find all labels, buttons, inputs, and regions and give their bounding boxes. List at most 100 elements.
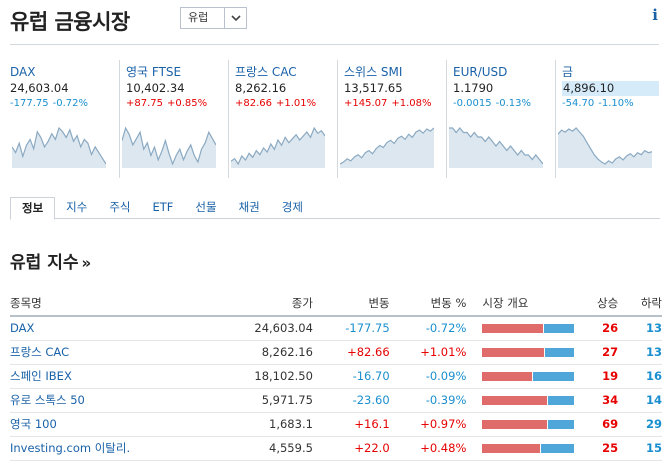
tab-item[interactable]: 채권 xyxy=(238,200,260,214)
advances-bar xyxy=(482,324,544,334)
bar-gap xyxy=(544,348,546,357)
region-select[interactable]: 유럽 xyxy=(180,7,247,29)
index-change-pct: +0.48% xyxy=(389,436,467,461)
tile-change-pct: +1.08% xyxy=(391,98,432,109)
sparkline-area xyxy=(231,128,325,168)
market-tile[interactable]: 프랑스 CAC 8,262.16 +82.66 +1.01% xyxy=(228,60,332,178)
table-row[interactable]: 스페인 IBEX 18,102.50 -16.70 -0.09% 19 16 xyxy=(10,364,662,389)
sparkline-line xyxy=(340,127,434,165)
sparkline-line xyxy=(12,126,106,165)
declines-count: 14 xyxy=(618,388,662,413)
col-change[interactable]: 변동 xyxy=(312,290,390,317)
table-row[interactable]: 영국 100 1,683.1 +16.1 +0.97% 69 29 xyxy=(10,412,662,437)
declines-count: 15 xyxy=(618,436,662,461)
advances-bar xyxy=(482,348,545,357)
market-overview-bar xyxy=(466,316,575,341)
tab-item[interactable]: 선물 xyxy=(195,200,217,214)
tab-bar: 정보 지수 주식 ETF 선물 채권 경제 xyxy=(10,197,660,220)
tile-price: 24,603.04 xyxy=(10,81,69,95)
col-name[interactable]: 종목명 xyxy=(10,290,170,317)
index-change-pct: -0.09% xyxy=(389,364,467,389)
tile-name[interactable]: EUR/USD xyxy=(453,65,508,79)
tile-change-value: -0.0015 xyxy=(453,98,492,109)
market-tile[interactable]: 영국 FTSE 10,402.34 +87.75 +0.85% xyxy=(119,60,223,178)
sparkline-chart xyxy=(449,127,543,168)
col-declines[interactable]: 하락 xyxy=(618,290,662,317)
tile-change-value: -54.70 xyxy=(562,98,595,109)
tile-price: 10,402.34 xyxy=(126,81,185,95)
tile-change-value: -177.75 xyxy=(10,98,49,109)
index-name[interactable]: 프랑스 CAC xyxy=(10,340,170,365)
declines-bar xyxy=(533,372,575,381)
index-link[interactable]: 스페인 IBEX xyxy=(10,369,72,383)
region-select-value: 유럽 xyxy=(188,11,209,24)
tile-change-pct: -1.10% xyxy=(598,98,634,109)
col-advances[interactable]: 상승 xyxy=(574,290,619,317)
declines-count: 29 xyxy=(618,412,662,437)
info-icon[interactable]: i xyxy=(652,6,658,24)
tile-name[interactable]: 프랑스 CAC xyxy=(235,65,297,79)
market-tile[interactable]: 금 4,896.10 -54.70 -1.10% xyxy=(555,60,659,178)
index-change: +82.66 xyxy=(312,340,390,365)
market-tile[interactable]: EUR/USD 1.1790 -0.0015 -0.13% xyxy=(446,60,550,178)
tile-name[interactable]: 금 xyxy=(562,65,574,79)
index-name[interactable]: Investing.com 이탈리. xyxy=(10,436,170,461)
tile-name[interactable]: DAX xyxy=(10,65,36,79)
advances-count: 34 xyxy=(574,388,619,413)
market-overview-bar xyxy=(466,340,575,365)
index-change-pct: -0.39% xyxy=(389,388,467,413)
tab-item[interactable]: 정보 xyxy=(10,197,56,220)
col-close[interactable]: 종가 xyxy=(169,290,313,317)
bar-gap xyxy=(540,444,542,453)
tile-change: -54.70 -1.10% xyxy=(562,97,659,111)
index-name[interactable]: 영국 100 xyxy=(10,412,170,437)
tile-change-pct: -0.72% xyxy=(52,98,88,109)
table-row[interactable]: 유로 스톡스 50 5,971.75 -23.60 -0.39% 34 14 xyxy=(10,388,662,413)
more-icon: » xyxy=(81,254,92,272)
index-close: 1,683.1 xyxy=(169,412,313,437)
market-tile[interactable]: DAX 24,603.04 -177.75 -0.72% xyxy=(10,60,114,178)
index-link[interactable]: Investing.com 이탈리. xyxy=(10,441,131,455)
tile-change-value: +145.07 xyxy=(344,98,388,109)
declines-count: 13 xyxy=(618,316,662,341)
index-link[interactable]: 프랑스 CAC xyxy=(10,345,70,359)
tile-name[interactable]: 영국 FTSE xyxy=(126,65,182,79)
tab-item[interactable]: 지수 xyxy=(66,200,88,214)
index-name[interactable]: DAX xyxy=(10,316,170,341)
index-change: +16.1 xyxy=(312,412,390,437)
tile-price: 4,896.10 xyxy=(562,81,659,96)
index-close: 5,971.75 xyxy=(169,388,313,413)
index-link[interactable]: 유로 스톡스 50 xyxy=(10,393,85,407)
advances-count: 25 xyxy=(574,436,619,461)
declines-bar xyxy=(548,396,575,405)
advances-bar xyxy=(482,372,533,381)
tab-item[interactable]: 경제 xyxy=(281,200,303,214)
sparkline-area xyxy=(340,128,434,168)
tile-change-pct: +1.01% xyxy=(276,98,317,109)
table-row[interactable]: Investing.com 이탈리. 4,559.5 +22.0 +0.48% 25 15 xyxy=(10,436,662,461)
index-name[interactable]: 유로 스톡스 50 xyxy=(10,388,170,413)
section-title[interactable]: 유럽 지수» xyxy=(10,248,91,273)
market-overview-bar xyxy=(466,388,575,413)
table-row[interactable]: 프랑스 CAC 8,262.16 +82.66 +1.01% 27 13 xyxy=(10,340,662,365)
sparkline-area xyxy=(122,128,216,168)
tile-change: +145.07 +1.08% xyxy=(344,97,441,111)
index-change-pct: -0.72% xyxy=(389,316,467,341)
tab-item[interactable]: ETF xyxy=(152,200,174,214)
index-link[interactable]: DAX xyxy=(10,321,35,336)
index-name[interactable]: 스페인 IBEX xyxy=(10,364,170,389)
tile-name[interactable]: 스위스 SMI xyxy=(344,65,403,79)
declines-bar xyxy=(541,444,575,453)
tab-item[interactable]: 주식 xyxy=(109,200,131,214)
bar-gap xyxy=(543,324,545,334)
advances-bar xyxy=(482,396,548,405)
advances-bar xyxy=(482,444,541,453)
sparkline-area xyxy=(558,128,652,168)
tile-price: 8,262.16 xyxy=(235,81,287,95)
index-change-pct: +1.01% xyxy=(389,340,467,365)
table-row[interactable]: DAX 24,603.04 -177.75 -0.72% 26 13 xyxy=(10,316,662,341)
declines-bar xyxy=(548,420,575,429)
index-link[interactable]: 영국 100 xyxy=(10,417,57,431)
col-change-pct[interactable]: 변동 % xyxy=(389,290,467,317)
market-tile[interactable]: 스위스 SMI 13,517.65 +145.07 +1.08% xyxy=(337,60,441,178)
